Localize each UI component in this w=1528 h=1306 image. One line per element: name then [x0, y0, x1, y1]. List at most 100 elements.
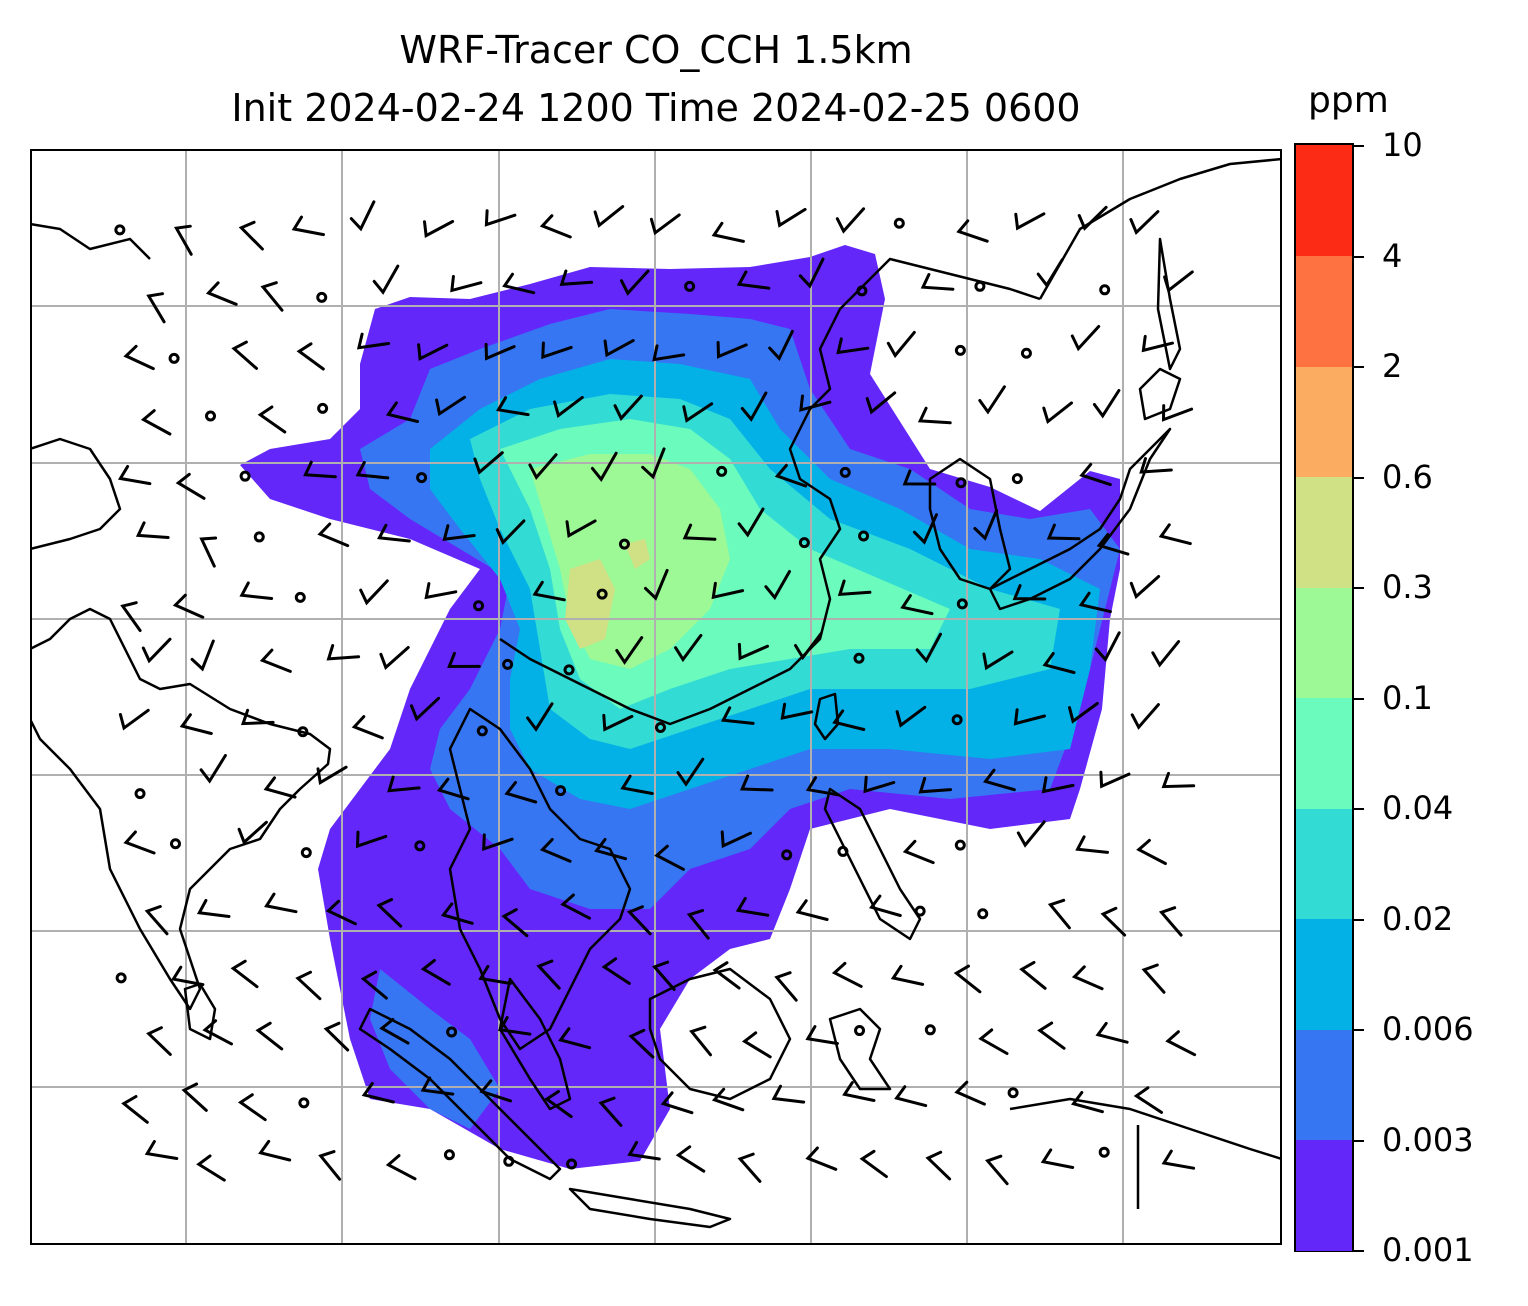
calm-wind-circle: [1098, 1146, 1110, 1158]
coastline-china-east: [499, 257, 1041, 726]
wind-barb: [190, 639, 215, 672]
wind-barb: [628, 1028, 655, 1059]
co-tracer-field: [240, 245, 1120, 1169]
wind-barb: [689, 1025, 712, 1057]
wind-barb: [894, 1085, 928, 1108]
wind-barb: [593, 205, 625, 228]
wind-barb: [912, 513, 938, 545]
calm-wind-circle: [414, 840, 426, 852]
calm-wind-circle: [317, 402, 329, 414]
wind-barb: [1094, 631, 1121, 663]
colorbar-tick: [1354, 1029, 1364, 1031]
wind-barb: [799, 394, 832, 412]
wind-barb: [450, 275, 483, 293]
wind-barb: [735, 896, 770, 917]
wind-barb: [447, 651, 481, 669]
calm-wind-circle: [854, 1025, 866, 1037]
wind-barb: [135, 521, 170, 539]
colorbar-tick: [1354, 1250, 1364, 1252]
wind-barb: [1099, 770, 1131, 789]
calm-wind-circle: [654, 721, 666, 733]
wind-barb: [649, 213, 681, 236]
wind-barb: [417, 343, 449, 362]
calm-wind-circle: [205, 410, 217, 422]
wind-barb: [1158, 523, 1192, 546]
wind-barb: [837, 579, 872, 597]
wind-barb: [598, 1096, 623, 1127]
wind-barb: [1161, 1149, 1196, 1170]
wind-barb: [711, 221, 745, 243]
colorbar-tick-label: 0.1: [1382, 678, 1433, 717]
wind-barb: [1139, 457, 1173, 474]
wind-barb: [118, 708, 150, 731]
coastline-korea: [928, 457, 1012, 591]
wind-barb: [495, 519, 526, 546]
coastline-indochina: [448, 707, 632, 1051]
wind-barb: [711, 1087, 745, 1112]
wind-barb: [202, 1019, 233, 1046]
wind-barb: [296, 342, 325, 371]
wind-barb: [140, 409, 172, 436]
wind-barb: [985, 1154, 1009, 1186]
wind-barb: [323, 1021, 350, 1052]
map-canvas: [30, 149, 1282, 1245]
wind-barb: [711, 581, 745, 600]
calm-wind-circle: [956, 598, 968, 610]
wind-barb: [831, 961, 863, 988]
wind-barb: [424, 582, 458, 600]
calm-wind-circle: [1007, 1087, 1019, 1099]
wind-barb: [590, 451, 618, 482]
coastline-philippines: [823, 787, 922, 941]
coastline-caspian: [30, 222, 151, 260]
wind-barb: [716, 341, 748, 359]
wind-barb: [956, 219, 989, 243]
calm-wind-circle: [300, 847, 312, 859]
wind-barb: [602, 713, 634, 732]
wind-barb: [240, 708, 275, 726]
wind-barb: [146, 1026, 172, 1056]
wind-barb: [1163, 270, 1194, 293]
wind-barb: [120, 601, 142, 632]
coastline-sakhalin: [1156, 237, 1182, 371]
calm-wind-circle: [1020, 347, 1032, 359]
wind-barb: [603, 339, 635, 358]
wind-barb: [199, 536, 218, 568]
calm-wind-circle: [954, 839, 966, 851]
colorbar-tick: [1354, 255, 1364, 258]
wind-barb: [565, 519, 597, 538]
wind-barb: [863, 775, 896, 794]
wind-barb: [737, 642, 769, 661]
colorbar-tick-label: 0.006: [1382, 1010, 1474, 1048]
wind-barb: [179, 713, 213, 735]
colorbar-tick-label: 0.3: [1382, 568, 1433, 606]
wind-barb: [1041, 776, 1075, 794]
wind-barb: [423, 220, 455, 238]
wind-barb: [325, 899, 357, 926]
wind-barb: [1075, 835, 1109, 854]
wind-barb: [385, 1154, 417, 1181]
wind-barb: [1012, 584, 1047, 601]
coastline-java: [568, 1187, 732, 1229]
wind-barb: [436, 777, 470, 801]
calm-wind-circle: [446, 1026, 458, 1038]
wind-barb: [1161, 771, 1196, 789]
wind-barb: [479, 1079, 512, 1103]
wind-barb: [263, 776, 297, 799]
colorbar-segment: [1296, 476, 1352, 588]
wind-barb: [359, 579, 389, 606]
colorbar-segment: [1296, 1139, 1352, 1251]
calm-wind-circle: [115, 972, 127, 984]
wind-barb: [917, 406, 952, 425]
calm-wind-circle: [858, 530, 870, 542]
colorbar-tick-label: 0.003: [1382, 1120, 1474, 1159]
coastline-taiwan: [813, 692, 840, 741]
wind-barb: [1037, 1021, 1066, 1050]
wind-barb: [1013, 708, 1046, 726]
wind-barb: [620, 774, 654, 795]
wind-barb: [641, 447, 666, 480]
wind-barb: [615, 636, 644, 665]
wind-barb: [117, 465, 152, 486]
wind-barb: [539, 838, 572, 863]
wind-barb: [123, 344, 155, 371]
wind-barb: [915, 632, 942, 664]
